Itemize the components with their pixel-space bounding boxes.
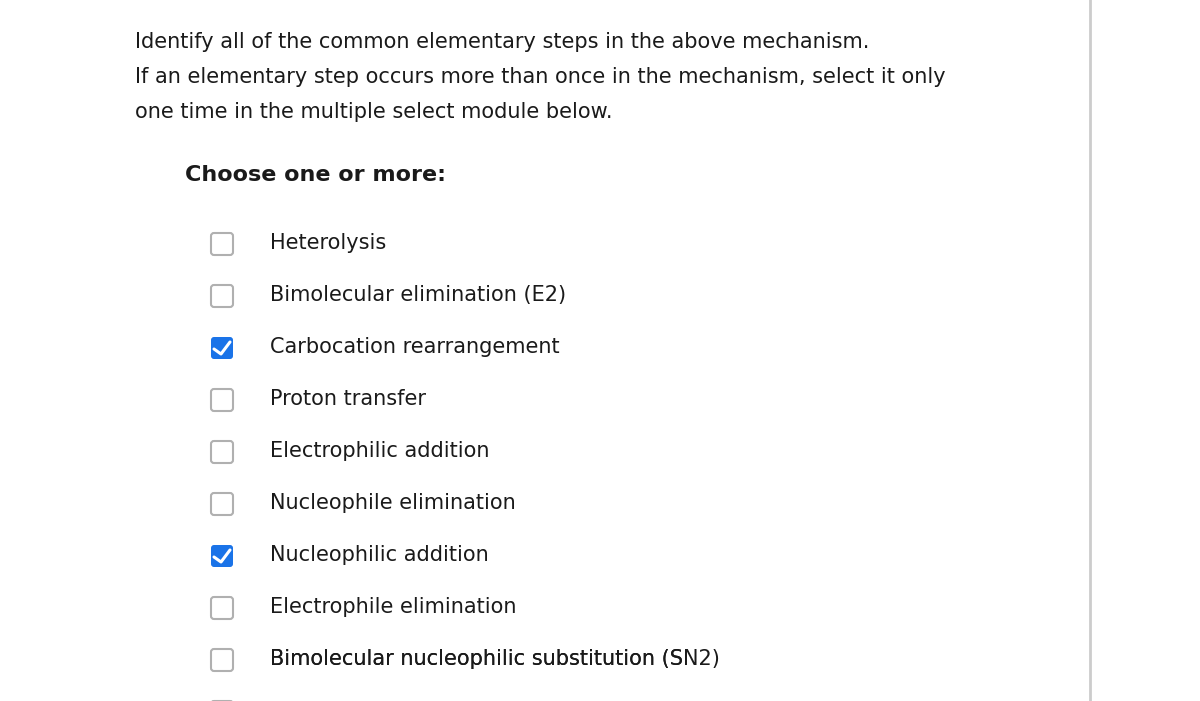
- FancyBboxPatch shape: [211, 441, 233, 463]
- FancyBboxPatch shape: [211, 597, 233, 619]
- Text: Choose one or more:: Choose one or more:: [185, 165, 446, 185]
- FancyBboxPatch shape: [211, 389, 233, 411]
- Text: Heterolysis: Heterolysis: [270, 233, 386, 253]
- FancyBboxPatch shape: [211, 337, 233, 359]
- Text: one time in the multiple select module below.: one time in the multiple select module b…: [134, 102, 612, 122]
- Text: Identify all of the common elementary steps in the above mechanism.: Identify all of the common elementary st…: [134, 32, 869, 52]
- Text: Nucleophilic addition: Nucleophilic addition: [270, 545, 488, 565]
- FancyBboxPatch shape: [211, 493, 233, 515]
- FancyBboxPatch shape: [211, 233, 233, 255]
- FancyBboxPatch shape: [211, 649, 233, 671]
- Text: Bimolecular nucleophilic substitution (S: Bimolecular nucleophilic substitution (S: [270, 649, 683, 669]
- Text: Electrophilic addition: Electrophilic addition: [270, 441, 490, 461]
- Text: Bimolecular elimination (E2): Bimolecular elimination (E2): [270, 285, 566, 305]
- FancyBboxPatch shape: [211, 545, 233, 567]
- FancyBboxPatch shape: [211, 285, 233, 307]
- Text: Nucleophile elimination: Nucleophile elimination: [270, 493, 516, 513]
- Text: Proton transfer: Proton transfer: [270, 389, 426, 409]
- Text: Carbocation rearrangement: Carbocation rearrangement: [270, 337, 559, 357]
- Text: Electrophile elimination: Electrophile elimination: [270, 597, 516, 617]
- Text: Bimolecular nucleophilic substitution (SN2): Bimolecular nucleophilic substitution (S…: [270, 649, 720, 669]
- Text: If an elementary step occurs more than once in the mechanism, select it only: If an elementary step occurs more than o…: [134, 67, 946, 87]
